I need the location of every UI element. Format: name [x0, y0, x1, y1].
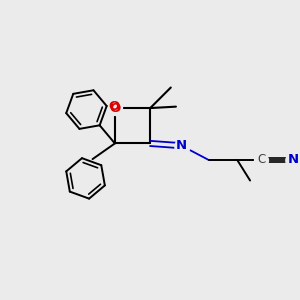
Text: N: N: [176, 139, 187, 152]
Text: O: O: [108, 100, 120, 113]
Text: C: C: [257, 154, 266, 166]
Text: N: N: [288, 154, 299, 166]
Text: O: O: [109, 102, 121, 115]
